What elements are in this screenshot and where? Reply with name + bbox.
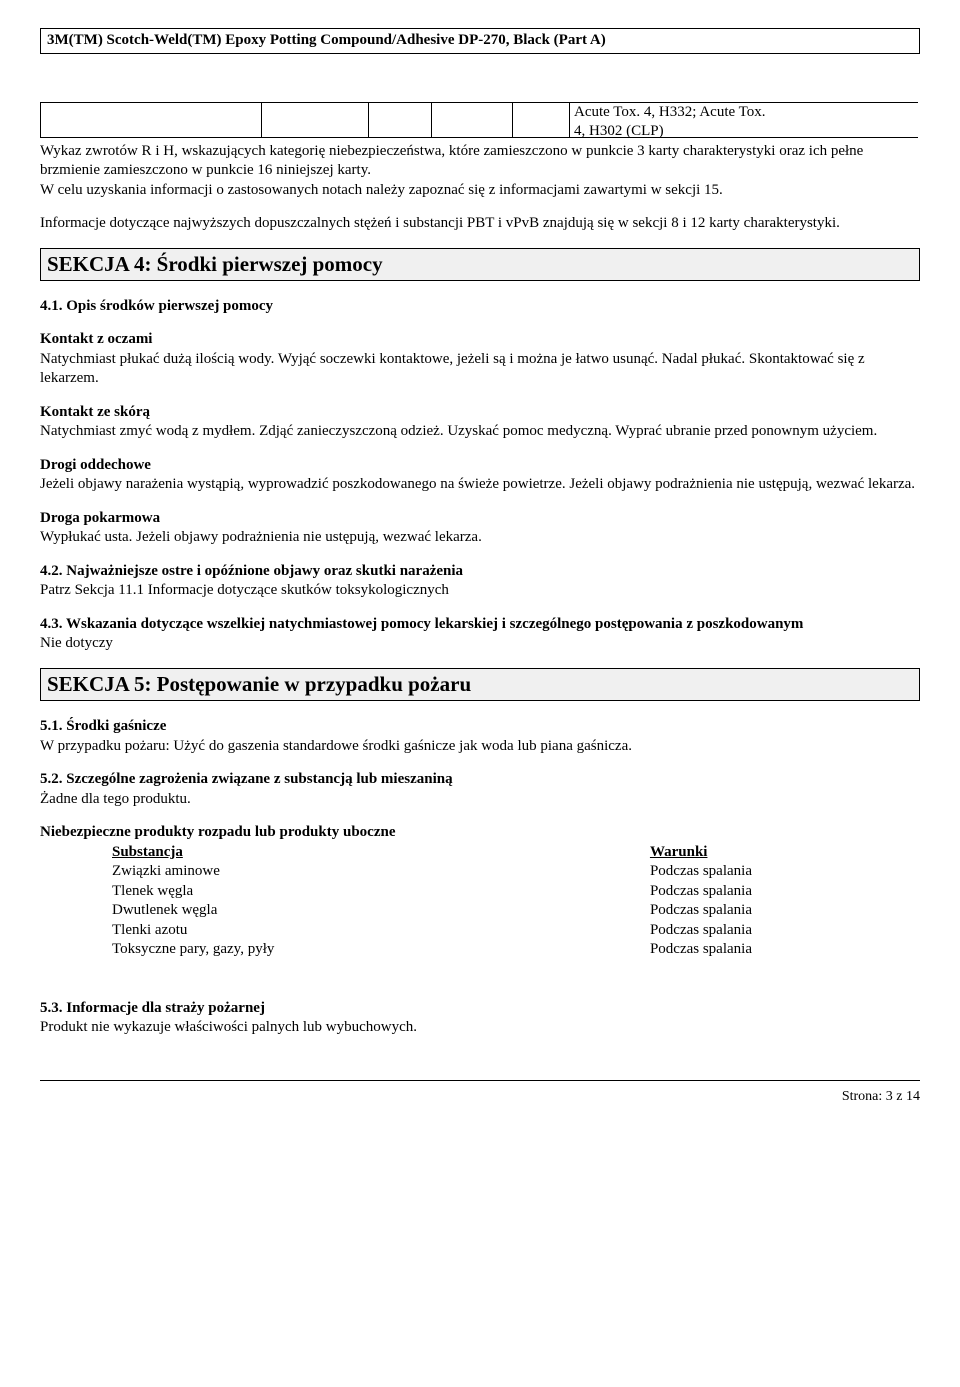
s42-head: 4.2. Najważniejsze ostre i opóźnione obj… [40,563,463,579]
col-substance-header: Substancja [112,843,274,863]
sub-row: Związki aminowe [112,862,274,882]
empty-cell [261,102,368,138]
s43-head: 4.3. Wskazania dotyczące wszelkiej natyc… [40,616,803,632]
col-conditions-header: Warunki [650,843,752,863]
tox-line1: Acute Tox. 4, H332; Acute Tox. [574,104,766,120]
resp-text: Jeżeli objawy narażenia wystąpią, wyprow… [40,476,915,492]
oral-block: Droga pokarmowa Wypłukać usta. Jeżeli ob… [40,509,920,548]
section-5-title: SEKCJA 5: Postępowanie w przypadku pożar… [40,668,920,701]
eyes-block: Kontakt z oczami Natychmiast płukać dużą… [40,330,920,389]
empty-cell [40,102,261,138]
footer-divider [40,1080,920,1081]
resp-block: Drogi oddechowe Jeżeli objawy narażenia … [40,456,920,495]
s51-block: 5.1. Środki gaśnicze W przypadku pożaru:… [40,717,920,756]
tox-line2: 4, H302 (CLP) [574,123,664,139]
empty-cell [368,102,431,138]
intro-p3: Informacje dotyczące najwyższych dopuszc… [40,214,920,234]
skin-text: Natychmiast zmyć wodą z mydłem. Zdjąć za… [40,423,877,439]
empty-cell [431,102,512,138]
substance-column: Substancja Związki aminowe Tlenek węgla … [112,843,274,960]
haz-heading: Niebezpieczne produkty rozpadu lub produ… [40,823,920,843]
oral-text: Wypłukać usta. Jeżeli objawy podrażnieni… [40,529,482,545]
hazard-table: Substancja Związki aminowe Tlenek węgla … [112,843,752,960]
s51-head: 5.1. Środki gaśnicze [40,718,166,734]
skin-block: Kontakt ze skórą Natychmiast zmyć wodą z… [40,403,920,442]
s42-block: 4.2. Najważniejsze ostre i opóźnione obj… [40,562,920,601]
s42-text: Patrz Sekcja 11.1 Informacje dotyczące s… [40,582,449,598]
sub-row: Dwutlenek węgla [112,901,274,921]
cond-row: Podczas spalania [650,882,752,902]
s43-text: Nie dotyczy [40,635,113,651]
s43-block: 4.3. Wskazania dotyczące wszelkiej natyc… [40,615,920,654]
cond-row: Podczas spalania [650,901,752,921]
cond-row: Podczas spalania [650,940,752,960]
toxicity-cell: Acute Tox. 4, H332; Acute Tox. 4, H302 (… [569,102,918,138]
s52-head: 5.2. Szczególne zagrożenia związane z su… [40,771,453,787]
page-number: Strona: 3 z 14 [40,1088,920,1106]
cond-row: Podczas spalania [650,921,752,941]
skin-heading: Kontakt ze skórą [40,404,150,420]
s52-block: 5.2. Szczególne zagrożenia związane z su… [40,770,920,809]
intro-p1: Wykaz zwrotów R i H, wskazujących katego… [40,142,920,201]
sub-row: Tlenki azotu [112,921,274,941]
resp-heading: Drogi oddechowe [40,457,151,473]
product-name: 3M(TM) Scotch-Weld(TM) Epoxy Potting Com… [47,32,606,48]
empty-cell [512,102,569,138]
s53-head: 5.3. Informacje dla straży pożarnej [40,1000,265,1016]
eyes-heading: Kontakt z oczami [40,331,152,347]
s41-head: 4.1. Opis środków pierwszej pomocy [40,297,920,317]
section-4-title: SEKCJA 4: Środki pierwszej pomocy [40,248,920,281]
sub-row: Tlenek węgla [112,882,274,902]
oral-heading: Droga pokarmowa [40,510,160,526]
cond-row: Podczas spalania [650,862,752,882]
conditions-column: Warunki Podczas spalania Podczas spalani… [650,843,752,960]
s52-text: Żadne dla tego produktu. [40,791,191,807]
toxicity-table: Acute Tox. 4, H332; Acute Tox. 4, H302 (… [40,102,920,138]
s51-text: W przypadku pożaru: Użyć do gaszenia sta… [40,738,632,754]
document-header: 3M(TM) Scotch-Weld(TM) Epoxy Potting Com… [40,28,920,54]
sub-row: Toksyczne pary, gazy, pyły [112,940,274,960]
s53-text: Produkt nie wykazuje właściwości palnych… [40,1019,417,1035]
hazard-products: Niebezpieczne produkty rozpadu lub produ… [40,823,920,960]
eyes-text: Natychmiast płukać dużą ilością wody. Wy… [40,351,865,387]
s53-block: 5.3. Informacje dla straży pożarnej Prod… [40,999,920,1038]
